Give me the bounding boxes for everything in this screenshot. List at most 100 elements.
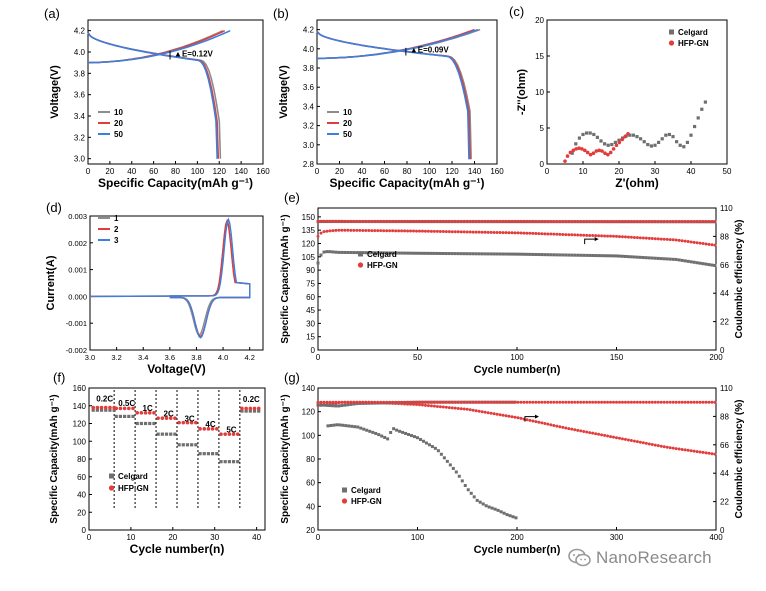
panel-b-ytick-label: 3.8 [303,64,315,73]
panel-g-efficiency-point [609,400,613,404]
panel-e-capacity-point [510,231,514,235]
panel-e-capacity-point [570,253,574,257]
panel-f-point [118,414,123,418]
panel-f-point [181,420,186,425]
panel-f-legend-label: HFP-GN [118,484,149,493]
panel-c-point [700,107,704,111]
panel-g-capacity-point [460,479,464,483]
panel-g-efficiency-point [385,400,389,404]
panel-g-efficiency-point [471,400,475,404]
panel-c-point [689,133,693,137]
panel-g-capacity-point [683,448,687,452]
panel-f-point [156,416,160,420]
panel-a-xtick-label: 40 [127,167,136,176]
panel-g-efficiency-point [423,400,427,404]
panel-e-capacity-point [576,253,580,257]
panel-e-efficiency-point [713,220,717,224]
panel-e-capacity-point [564,253,568,257]
panel-a-legend-label: 10 [114,108,123,117]
panel-f-point [108,405,112,410]
panel-g-capacity-point [617,436,621,440]
panel-b-ytick-label: 4.0 [303,45,315,54]
panel-c-point [594,149,599,153]
panel-e-capacity-point [612,234,616,238]
panel-a-ytick-label: 3.6 [74,91,86,100]
panel-e-capacity-point [343,250,347,254]
panel-e-capacity-point [403,229,407,233]
panel-g-y2tick-label: 44 [720,469,729,478]
panel-g-xtick-label: 200 [510,533,524,542]
panel-g-ylabel: Specific Capacity(mAh g⁻¹) [280,394,291,523]
panel-f-point [252,409,257,413]
panel-g-efficiency-point [328,400,332,404]
panel-e-efficiency-point [459,219,463,223]
panel-d-cv-curve [169,220,251,336]
panel-g-capacity-point [487,505,491,509]
panel-f-point [164,416,169,420]
panel-e-capacity-point [474,230,478,234]
panel-g-efficiency-point [373,400,377,404]
panel-f-rate-label: 0.5C [118,399,135,408]
panel-g-efficiency-point [585,400,589,404]
panel-g-efficiency-point [394,400,398,404]
panel-e-capacity-point [552,253,556,257]
panel-f-point [215,427,219,431]
panel-f-point [123,414,127,418]
panel-b-xtick-label: 140 [468,167,482,176]
panel-g-efficiency-point [710,400,714,404]
panel-c-point [577,146,581,150]
panel-e-efficiency-point [495,219,499,223]
panel-e-capacity-point [707,263,711,267]
panel-g-efficiency-point [659,400,663,404]
panel-f-point [160,416,165,420]
panel-g-efficiency-point [591,400,595,404]
panel-e-capacity-point [367,251,371,255]
panel-e-capacity-point [680,239,684,243]
panel-e-efficiency-point [456,219,460,223]
panel-f-xtick-label: 0 [87,533,92,542]
panel-e-capacity-point [429,251,433,255]
panel-e-capacity-point [415,251,419,255]
panel-c-point [646,142,650,147]
panel-e-capacity-point [650,237,654,241]
panel-e-xlabel: Cycle number(n) [474,364,561,376]
panel-e-capacity-point [471,252,475,256]
panel-e-efficiency-point [480,219,484,223]
panel-g-efficiency-point [513,400,517,404]
panel-g-efficiency-point [444,400,448,404]
panel-e-capacity-point [462,252,466,256]
panel-g-capacity-point [505,513,509,517]
panel-e-capacity-point [450,230,454,234]
panel-e-capacity-point [683,239,687,243]
panel-e-efficiency-point [417,219,421,223]
panel-g-efficiency-point [331,400,335,404]
panel-g-capacity-point [478,500,482,504]
panel-f-point [202,427,207,431]
panel-e-capacity-point [528,231,532,235]
panel-e-capacity-point [400,229,404,233]
panel-g-ytick-label: 120 [302,408,316,417]
panel-e-capacity-point [328,229,332,233]
panel-g-capacity-point [326,424,330,428]
panel-e-capacity-point [653,256,657,260]
panel-g-capacity-point [401,430,405,434]
panel-e-efficiency-point [492,219,496,223]
panel-e-capacity-point [695,241,699,245]
panel-e-efficiency-point [710,220,714,224]
panel-e-ytick-label: 120 [302,240,316,249]
panel-e-capacity-point [355,228,359,232]
panel-g-legend-label: Celgard [351,486,381,495]
panel-c-point [610,142,614,147]
panel-g-xtick-label: 400 [709,533,723,542]
panel-f-point [112,408,116,412]
panel-e-capacity-point [588,253,592,257]
panel-g-efficiency-point [582,400,586,404]
panel-g-capacity-point [481,502,485,506]
panel-d-xtick-label: 3.2 [111,353,121,362]
panel-g-capacity-point [448,463,452,467]
panel-g-capacity-point [525,418,529,422]
panel-f-point [152,411,156,415]
panel-f-xtick-label: 30 [210,533,219,542]
panel-e-efficiency-point [504,219,508,223]
